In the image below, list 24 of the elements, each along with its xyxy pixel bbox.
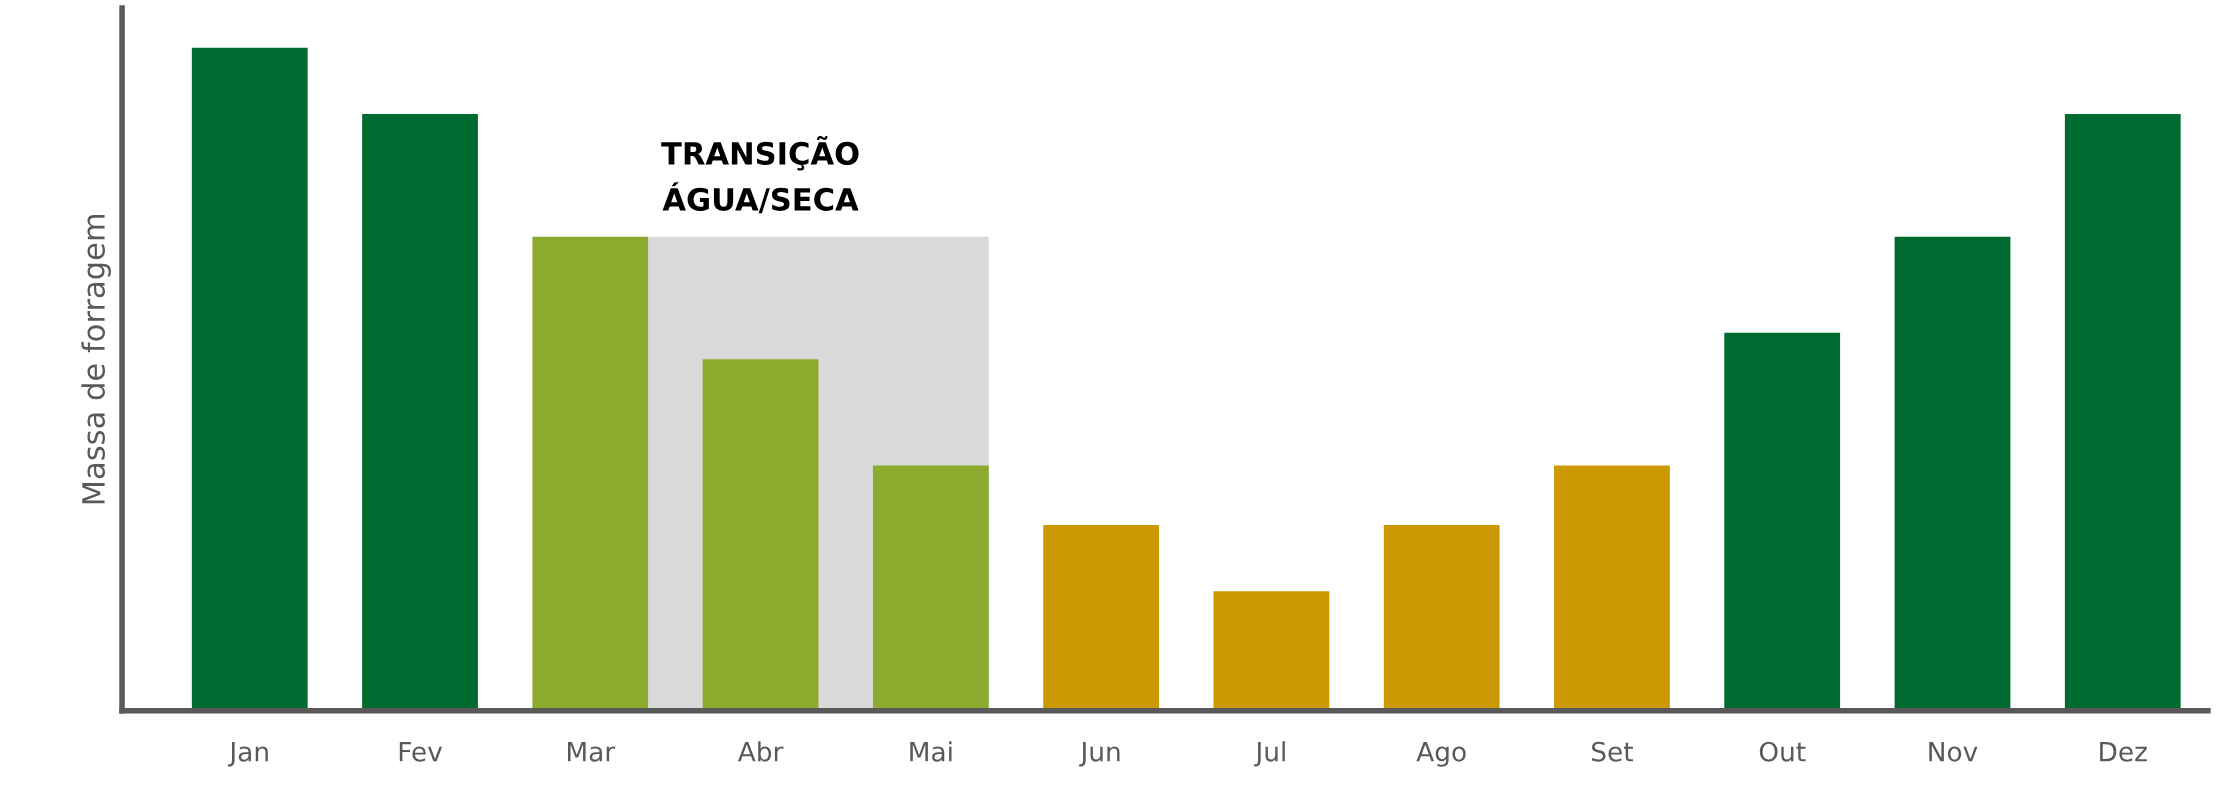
band-label: TRANSIÇÃO ÁGUA/SECA	[661, 135, 859, 214]
bar	[1554, 465, 1670, 711]
bar	[1724, 332, 1841, 711]
bar	[1043, 525, 1160, 711]
bar	[872, 465, 989, 711]
x-tick-label: Mar	[567, 742, 616, 762]
x-tick-label: Nov	[1929, 742, 1978, 762]
bar	[2064, 114, 2181, 711]
y-axis-title: Massa de forragem	[81, 214, 111, 504]
x-tick-label: Ago	[1416, 742, 1466, 767]
x-tick-label: Dez	[2100, 742, 2147, 762]
x-tick-label: Set	[1592, 741, 1633, 762]
x-tick-label: Jun	[1079, 742, 1120, 767]
x-tick-label: Jan	[228, 742, 268, 767]
x-tick-label: Mai	[910, 741, 952, 762]
bar	[1383, 525, 1500, 711]
x-tick-label: Fev	[399, 742, 443, 762]
bar	[362, 114, 478, 711]
x-tick-label: Out	[1759, 741, 1806, 762]
bar	[1213, 591, 1330, 711]
x-tick-label: Abr	[737, 741, 784, 762]
bar	[1894, 236, 2011, 711]
bar	[191, 47, 308, 711]
x-tick-label: Jul	[1254, 741, 1285, 767]
